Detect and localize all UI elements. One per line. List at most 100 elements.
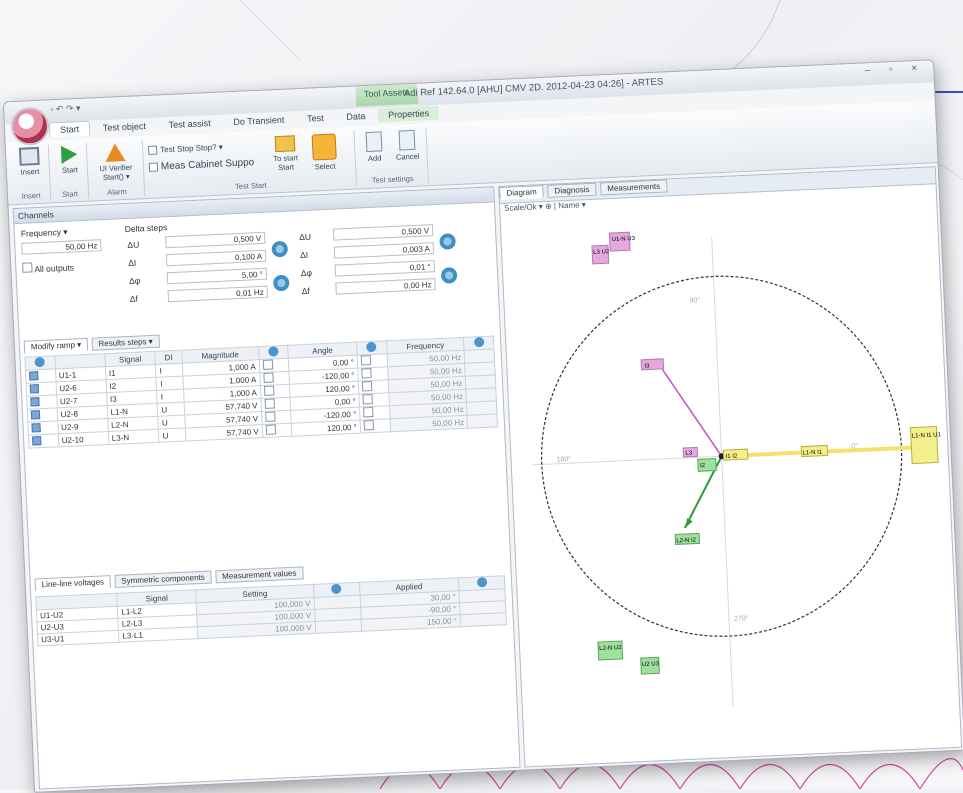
row-applied-lock bbox=[460, 612, 507, 627]
app-window: ▫ ↶ ↷ ▾ Tool Assets Adi Ref 142.64.0 [AH… bbox=[2, 59, 963, 793]
delta-f2-field[interactable]: 0,00 Hz bbox=[335, 278, 436, 295]
delta-phi2-label: Δφ bbox=[300, 267, 313, 279]
step-spin-icon-2[interactable] bbox=[272, 274, 290, 292]
axis-label-right: 0° bbox=[851, 442, 858, 450]
tab-diagram[interactable]: Diagram bbox=[499, 185, 544, 201]
row-frequency[interactable]: 50,00 Hz bbox=[389, 415, 468, 432]
tab-diagnosis[interactable]: Diagnosis bbox=[547, 182, 597, 198]
tab-measurement-values[interactable]: Measurement values bbox=[214, 566, 304, 584]
option-meas-cabinet[interactable]: Meas Cabinet Suppo bbox=[148, 157, 254, 173]
cancel-button[interactable]: Cancel bbox=[392, 129, 423, 162]
tab-test-assist[interactable]: Test assist bbox=[168, 118, 211, 130]
tab-do-transient[interactable]: Do Transient bbox=[233, 114, 285, 128]
col-di[interactable]: DI bbox=[155, 350, 182, 365]
tab-test-object[interactable]: Test object bbox=[102, 121, 147, 133]
svg-text:I2: I2 bbox=[700, 463, 706, 469]
tab-results-steps[interactable]: Results steps ▾ bbox=[91, 334, 161, 351]
delta-phi-field[interactable]: 5,00 ° bbox=[166, 267, 268, 285]
svg-text:L2-N U2: L2-N U2 bbox=[599, 645, 622, 652]
group-test-start: Test Stop Stop? ▾ Meas Cabinet Suppo To … bbox=[143, 130, 358, 197]
phasor-l3[interactable] bbox=[658, 362, 723, 459]
delta-f2-label: Δf bbox=[301, 285, 310, 297]
row-checkbox-icon bbox=[30, 409, 41, 420]
right-panel: Diagram Diagnosis Measurements Scale/Ok … bbox=[498, 166, 963, 768]
row-magnitude[interactable]: 57,740 V bbox=[184, 424, 263, 442]
all-outputs-checkbox[interactable]: All outputs bbox=[22, 260, 74, 274]
tab-test[interactable]: Test bbox=[306, 112, 324, 124]
axis-label-left: 180° bbox=[556, 455, 571, 464]
row-check[interactable] bbox=[28, 433, 59, 449]
add-button[interactable]: Add bbox=[360, 131, 389, 163]
tab-symmetric-components[interactable]: Symmetric components bbox=[114, 570, 213, 588]
select-icon bbox=[311, 133, 337, 161]
axis-label-bottom: 270° bbox=[734, 614, 749, 623]
tab-start[interactable]: Start bbox=[48, 120, 91, 138]
to-start-button[interactable]: To start Start bbox=[270, 135, 302, 172]
insert-button[interactable]: Insert bbox=[14, 146, 45, 177]
row-di: I bbox=[156, 376, 184, 391]
frequency-label[interactable]: Frequency ▾ bbox=[20, 226, 68, 239]
row-id: U3-U1 bbox=[37, 630, 120, 646]
tab-data[interactable]: Data bbox=[346, 111, 366, 122]
signal-table: Signal DI Magnitude Angle Frequency U1-1… bbox=[24, 335, 498, 449]
select-button[interactable]: Select bbox=[306, 133, 344, 172]
play-icon bbox=[60, 145, 78, 164]
all-outputs-check-icon bbox=[22, 262, 33, 273]
start-button[interactable]: Start bbox=[56, 145, 83, 175]
row-di: U bbox=[158, 415, 185, 430]
step-spin-icon-4[interactable] bbox=[440, 267, 458, 284]
label-l3-u2[interactable]: L3 U2 bbox=[591, 244, 610, 265]
row-signal: L3-L1 bbox=[118, 626, 199, 643]
label-l1n-i1[interactable]: L1-N I1 bbox=[800, 444, 829, 458]
y-axis bbox=[711, 236, 734, 707]
row-angle[interactable]: 120,00 ° bbox=[291, 420, 361, 437]
svg-text:L2-N I2: L2-N I2 bbox=[676, 537, 697, 544]
delta-i-field[interactable]: 0,100 A bbox=[165, 249, 267, 267]
add-document-icon bbox=[365, 131, 383, 153]
delta-phi2-field[interactable]: 0,01 ° bbox=[334, 260, 435, 277]
frequency-step-icon bbox=[473, 336, 485, 348]
group-start: Start Start bbox=[49, 142, 90, 201]
quick-access-toolbar[interactable]: ▫ ↶ ↷ ▾ bbox=[49, 102, 81, 115]
row-checkbox-icon bbox=[30, 396, 40, 407]
option-test-stop[interactable]: Test Stop Stop? ▾ bbox=[147, 143, 223, 156]
delta-u2-field[interactable]: 0,500 V bbox=[332, 224, 434, 241]
label-l2n-i2[interactable]: L2-N I2 bbox=[674, 532, 701, 545]
setting-step-icon bbox=[331, 583, 342, 595]
step-spin-icon-3[interactable] bbox=[439, 233, 456, 250]
label-i2[interactable]: I2 bbox=[697, 458, 717, 472]
magnitude-step-icon bbox=[268, 346, 279, 357]
label-l1n-i1-u1[interactable]: L1-N I1 U1 bbox=[909, 425, 943, 465]
tab-measurements[interactable]: Measurements bbox=[600, 179, 668, 196]
delta-u-field[interactable]: 0,500 V bbox=[165, 231, 266, 249]
alarm-button[interactable]: UI Verifier Start() ▾ bbox=[90, 142, 142, 182]
tab-properties[interactable]: Properties bbox=[377, 105, 440, 123]
label-l3-small[interactable]: L3 bbox=[682, 446, 699, 458]
delta-f-field[interactable]: 0,01 Hz bbox=[167, 285, 268, 303]
insert-icon bbox=[18, 146, 40, 166]
group-test-settings: Add Cancel Test settings bbox=[355, 127, 429, 187]
delta-u2-label: ΔU bbox=[299, 231, 312, 243]
row-freq-lock[interactable] bbox=[467, 413, 498, 429]
label-u1n-u3[interactable]: U1-N U3 bbox=[608, 231, 636, 252]
delta-steps-label: Delta steps bbox=[124, 222, 168, 235]
row-angle-lock[interactable] bbox=[360, 418, 391, 434]
frequency-field[interactable]: 50,00 Hz bbox=[21, 239, 102, 255]
svg-text:I3: I3 bbox=[644, 363, 650, 369]
row-checkbox-icon bbox=[31, 422, 41, 433]
label-u2-u3[interactable]: U2 U3 bbox=[640, 656, 660, 675]
row-mag-lock[interactable] bbox=[261, 423, 292, 438]
label-i1-i2[interactable]: I1 I2 bbox=[722, 448, 749, 461]
svg-text:U1-N U3: U1-N U3 bbox=[612, 236, 636, 243]
label-i3[interactable]: I3 bbox=[640, 358, 665, 371]
svg-text:I1 I2: I1 I2 bbox=[726, 454, 739, 461]
group-insert: Insert Insert bbox=[9, 144, 52, 203]
tab-line-line-voltages[interactable]: Line-line voltages bbox=[34, 575, 112, 592]
row-di: U bbox=[158, 428, 186, 443]
label-l2n-u2[interactable]: L2-N U2 bbox=[597, 640, 624, 661]
delta-phi-label: Δφ bbox=[128, 275, 141, 286]
delta-i2-field[interactable]: 0,003 A bbox=[333, 242, 435, 259]
step-spin-icon[interactable] bbox=[271, 240, 289, 258]
tab-modify-ramp[interactable]: Modify ramp ▾ bbox=[23, 337, 89, 354]
window-controls[interactable]: – ▫ × bbox=[864, 62, 926, 77]
